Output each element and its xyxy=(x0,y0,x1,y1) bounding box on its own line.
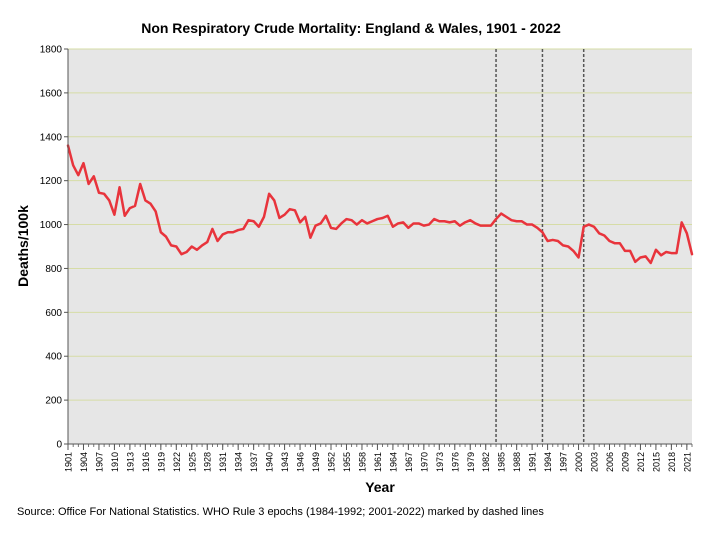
x-tick-label-1925: 1925 xyxy=(187,452,197,472)
x-tick-label-1934: 1934 xyxy=(234,452,244,472)
x-tick-label-1901: 1901 xyxy=(64,452,74,472)
y-tick-label-1400: 1400 xyxy=(40,132,63,143)
x-tick-label-1913: 1913 xyxy=(125,452,135,472)
x-tick-label-2021: 2021 xyxy=(682,452,692,472)
y-tick-label-1000: 1000 xyxy=(40,220,63,231)
y-tick-label-200: 200 xyxy=(45,396,62,407)
plot-area xyxy=(68,49,692,444)
x-axis-ticks: 1901 1904 1907 1910 1913 1916 1919 1922 1925 1928… xyxy=(64,444,693,472)
x-tick-label-1970: 1970 xyxy=(419,452,429,472)
x-tick-label-1919: 1919 xyxy=(156,452,166,472)
y-tick-label-400: 400 xyxy=(45,352,62,363)
x-tick-label-1973: 1973 xyxy=(435,452,445,472)
x-tick-label-2015: 2015 xyxy=(651,452,661,472)
axes xyxy=(67,49,692,445)
x-tick-label-1967: 1967 xyxy=(404,452,414,472)
x-tick-label-1982: 1982 xyxy=(481,452,491,472)
series-line-0 xyxy=(66,144,694,265)
x-tick-label-1955: 1955 xyxy=(342,452,352,472)
y-tick-label-0: 0 xyxy=(56,440,62,451)
x-tick-label-1937: 1937 xyxy=(249,452,259,472)
epoch-markers xyxy=(495,49,585,444)
gridlines xyxy=(68,48,692,401)
x-tick-label-1964: 1964 xyxy=(388,452,398,472)
x-tick-label-1931: 1931 xyxy=(218,452,228,472)
x-tick-label-2006: 2006 xyxy=(605,452,615,472)
source-note: Source: Office For National Statistics. … xyxy=(17,506,544,518)
x-tick-label-1946: 1946 xyxy=(296,452,306,472)
y-tick-label-1200: 1200 xyxy=(40,176,63,187)
x-tick-label-2003: 2003 xyxy=(590,452,600,472)
x-axis-label: Year xyxy=(365,479,395,495)
x-tick-label-1961: 1961 xyxy=(373,452,383,472)
x-tick-label-1928: 1928 xyxy=(203,452,213,472)
y-tick-label-1600: 1600 xyxy=(40,88,63,99)
x-tick-label-1907: 1907 xyxy=(94,452,104,472)
x-tick-label-1910: 1910 xyxy=(110,452,120,472)
x-tick-label-1922: 1922 xyxy=(172,452,182,472)
y-tick-label-800: 800 xyxy=(45,264,62,275)
x-tick-label-1916: 1916 xyxy=(141,452,151,472)
x-tick-label-1976: 1976 xyxy=(450,452,460,472)
x-tick-label-2009: 2009 xyxy=(620,452,630,472)
chart-title: Non Respiratory Crude Mortality: England… xyxy=(141,20,561,36)
x-tick-label-1991: 1991 xyxy=(528,452,538,472)
x-tick-label-1988: 1988 xyxy=(512,452,522,472)
x-tick-label-1958: 1958 xyxy=(357,452,367,472)
x-tick-label-1979: 1979 xyxy=(466,452,476,472)
x-tick-label-2018: 2018 xyxy=(667,452,677,472)
y-axis-label: Deaths/100k xyxy=(15,205,31,287)
x-tick-label-1940: 1940 xyxy=(265,452,275,472)
x-tick-label-1904: 1904 xyxy=(79,452,89,472)
y-axis-ticks: 0 200 400 600 800 1000 1200 1400 1600 1800 xyxy=(40,45,68,451)
x-tick-label-1994: 1994 xyxy=(543,452,553,472)
x-tick-label-1997: 1997 xyxy=(559,452,569,472)
y-tick-label-600: 600 xyxy=(45,308,62,319)
x-tick-label-2000: 2000 xyxy=(574,452,584,472)
x-tick-label-1952: 1952 xyxy=(327,452,337,472)
x-tick-label-1949: 1949 xyxy=(311,452,321,472)
series-layer xyxy=(66,144,694,265)
y-tick-label-1800: 1800 xyxy=(40,45,63,56)
x-tick-label-2012: 2012 xyxy=(636,452,646,472)
x-tick-label-1985: 1985 xyxy=(497,452,507,472)
x-tick-label-1943: 1943 xyxy=(280,452,290,472)
